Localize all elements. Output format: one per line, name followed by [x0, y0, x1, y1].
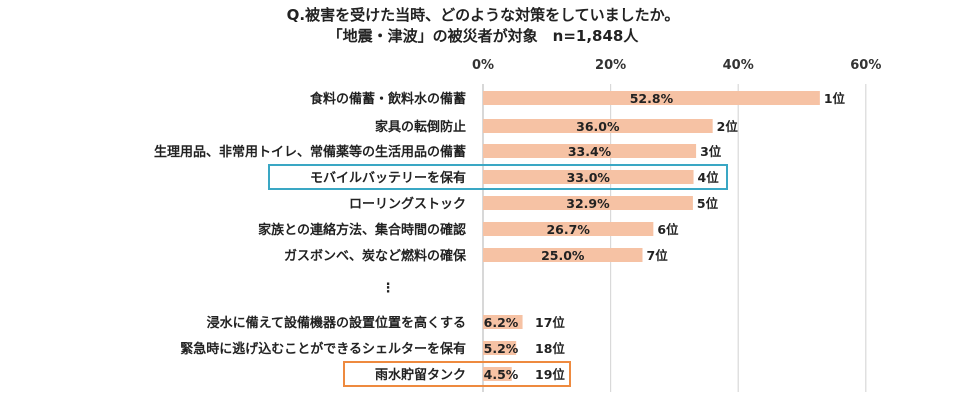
rank-label: 7位	[647, 248, 669, 263]
rank-label: 18位	[535, 341, 565, 356]
x-tick-label: 0%	[472, 58, 494, 73]
category-label: 緊急時に逃げ込むことができるシェルターを保有	[180, 341, 466, 357]
value-label: 52.8%	[630, 91, 674, 106]
bar	[483, 119, 713, 133]
value-label: 5.2%	[484, 341, 519, 356]
highlight-box	[343, 361, 571, 387]
rank-label: 3位	[700, 144, 722, 159]
bar	[483, 144, 697, 158]
grid-layer	[482, 84, 867, 392]
rank-label: 5位	[697, 196, 719, 211]
bar	[483, 367, 512, 381]
rank-label: 4位	[698, 170, 720, 185]
value-label: 33.4%	[568, 144, 612, 159]
bar	[483, 196, 693, 210]
bar	[483, 222, 654, 236]
value-label: 25.0%	[541, 248, 585, 263]
x-tick-label: 60%	[850, 58, 881, 73]
bars	[483, 91, 820, 381]
x-tick-labels: 0% 20% 40% 60%	[472, 58, 881, 73]
rank-label: 17位	[535, 315, 565, 330]
bar	[483, 315, 523, 329]
bar	[483, 248, 643, 262]
category-label: ガスボンベ、炭など燃料の確保	[284, 248, 467, 264]
category-label: 生理用品、非常用トイレ、常備薬等の生活用品の備蓄	[154, 144, 466, 160]
value-label: 4.5%	[484, 367, 519, 382]
rank-label: 19位	[535, 367, 565, 382]
value-label: 33.0%	[567, 170, 611, 185]
rank-label: 6位	[657, 222, 679, 237]
value-label: 26.7%	[546, 222, 590, 237]
category-label: モバイルバッテリーを保有	[310, 170, 466, 186]
bar	[483, 170, 694, 184]
category-label: ローリングストック	[349, 196, 466, 212]
chart-title: Q.被害を受けた当時、どのような対策をしていましたか。	[287, 6, 680, 24]
rank-label: 1位	[824, 91, 846, 106]
rank-label: 2位	[717, 119, 739, 134]
category-label: 浸水に備えて設備機器の設置位置を高くする	[207, 315, 466, 331]
chart-subtitle: 「地震・津波」の被災者が対象 n=1,848人	[328, 27, 640, 45]
value-label: 6.2%	[484, 315, 519, 330]
x-tick-label: 40%	[723, 58, 754, 73]
category-label: 食料の備蓄・飲料水の備蓄	[310, 91, 466, 107]
ellipsis-marker: ⋮	[382, 281, 395, 296]
category-label: 家具の転倒防止	[375, 119, 466, 135]
value-label: 32.9%	[566, 196, 610, 211]
category-label: 家族との連絡方法、集合時間の確認	[258, 222, 466, 238]
bar	[483, 341, 517, 355]
category-label: 雨水貯留タンク	[375, 367, 466, 383]
x-tick-label: 20%	[595, 58, 626, 73]
highlight-box	[268, 164, 728, 190]
bar	[483, 91, 820, 105]
value-label: 36.0%	[576, 119, 620, 134]
